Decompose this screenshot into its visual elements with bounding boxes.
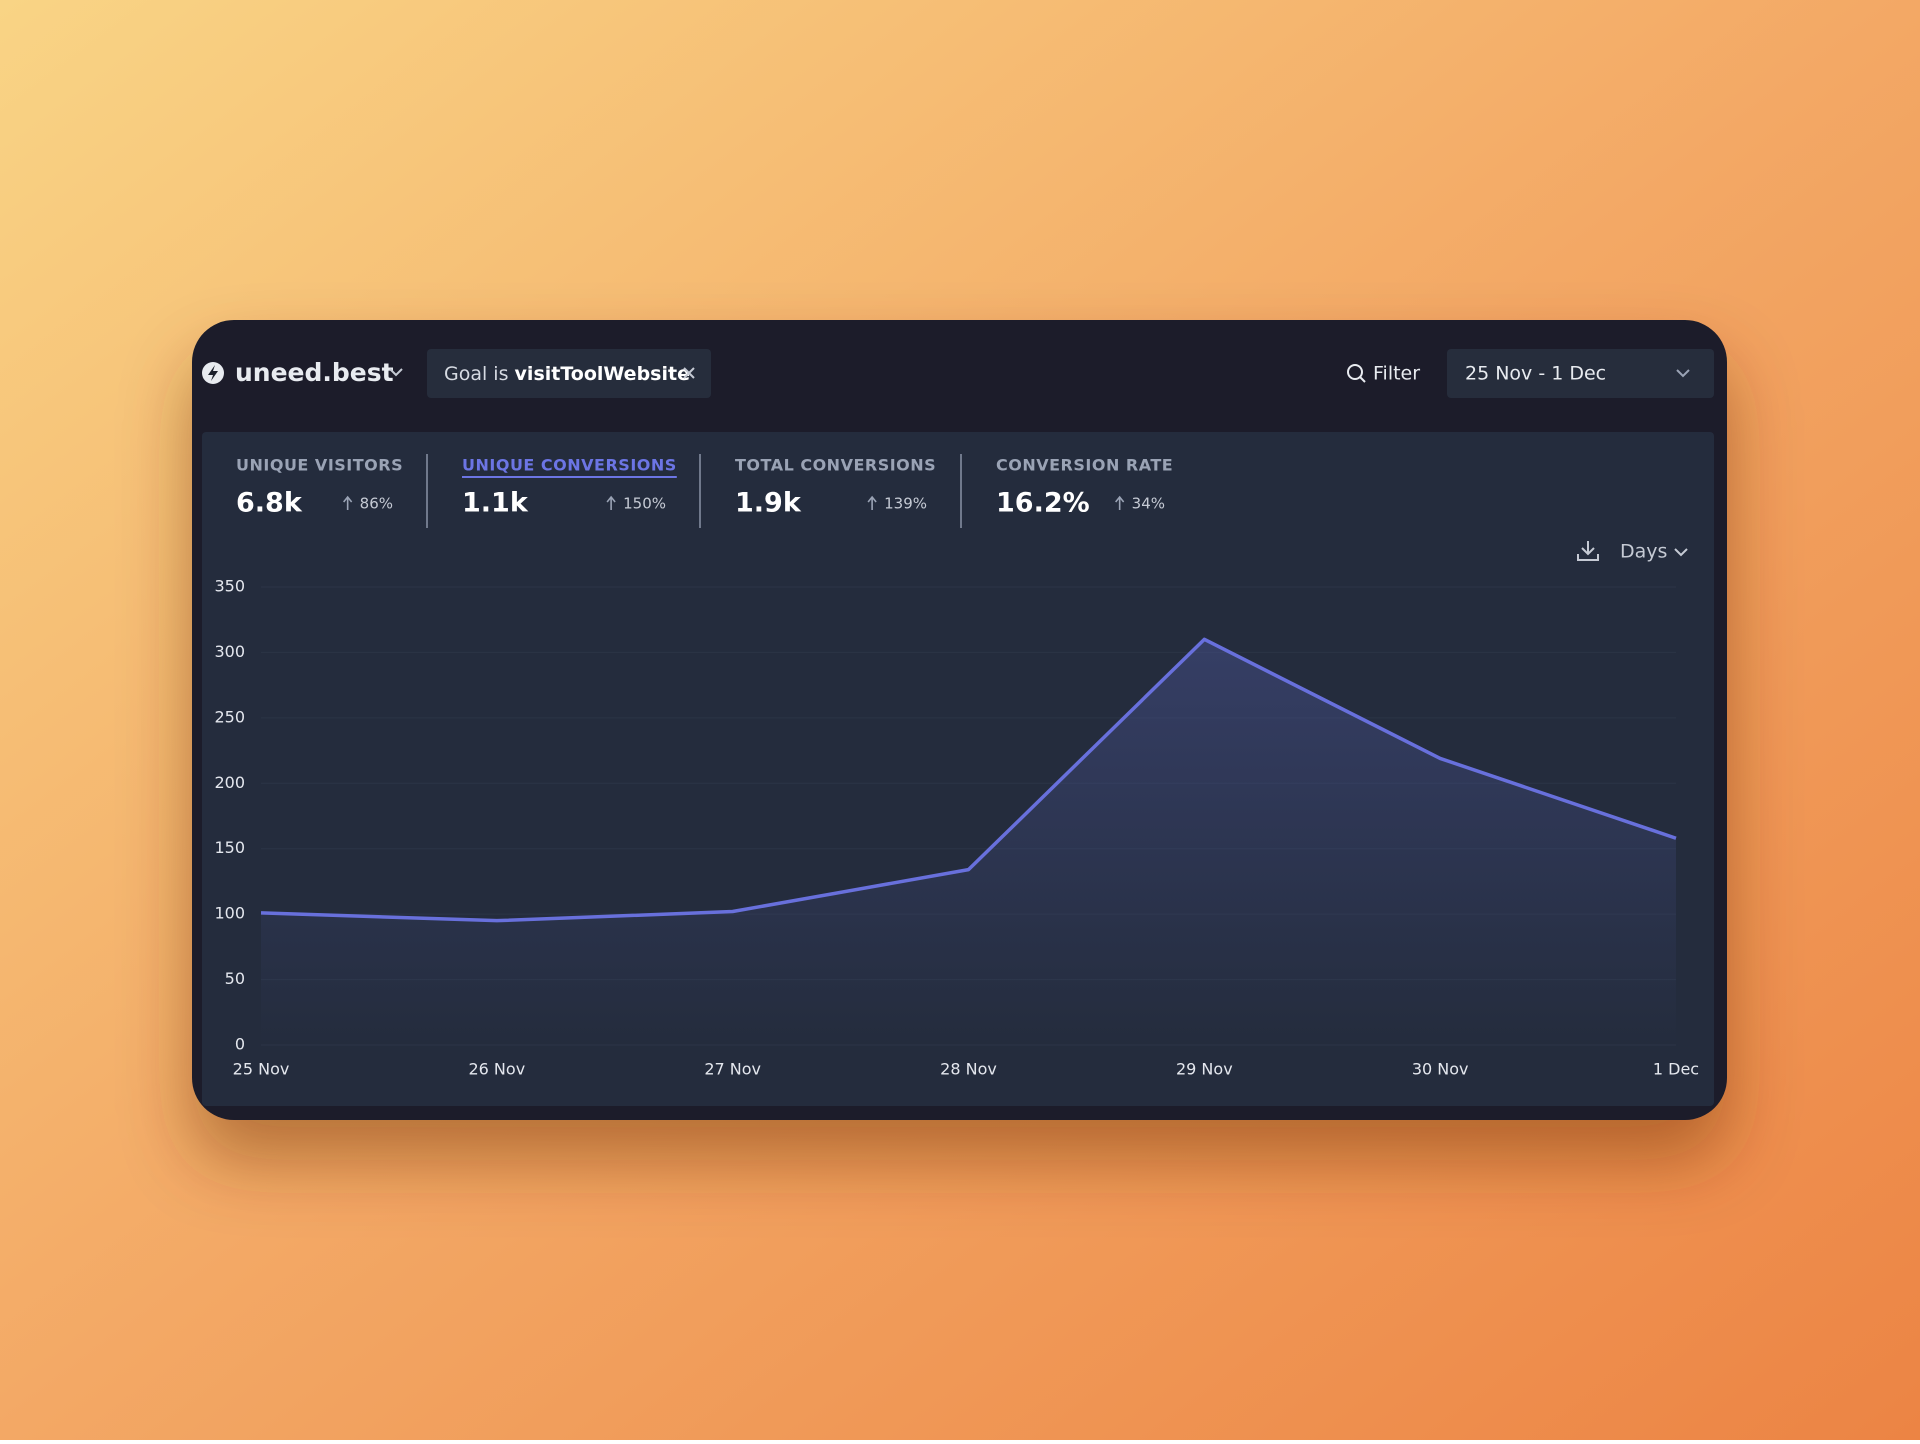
change-arrow — [867, 495, 877, 510]
change-arrow — [1115, 495, 1125, 510]
y-tick-label: 200 — [214, 773, 245, 792]
metric-value: 16.2% — [996, 488, 1090, 519]
search-icon-handle — [1359, 376, 1366, 383]
metric-change: 34% — [1132, 495, 1165, 513]
search-icon[interactable] — [1347, 364, 1363, 380]
y-tick-label: 0 — [235, 1035, 245, 1054]
goal-text: Goal is visitToolWebsite — [444, 363, 690, 385]
y-tick-label: 50 — [225, 969, 245, 988]
x-tick-label: 25 Nov — [233, 1060, 290, 1079]
logo-bolt — [208, 365, 218, 381]
download-icon[interactable] — [1577, 541, 1599, 561]
interval-chevron — [1674, 548, 1688, 557]
y-tick-label: 150 — [214, 838, 245, 857]
site-chevron[interactable] — [389, 368, 403, 377]
x-tick-label: 26 Nov — [468, 1060, 525, 1079]
metric-label[interactable]: UNIQUE VISITORS — [236, 456, 403, 475]
change-arrow — [606, 495, 616, 510]
x-tick-label: 27 Nov — [704, 1060, 761, 1079]
metric-label[interactable]: UNIQUE CONVERSIONS — [462, 456, 677, 475]
metric-value: 1.1k — [462, 488, 529, 519]
metric-label[interactable]: TOTAL CONVERSIONS — [735, 456, 936, 475]
metric-change: 86% — [360, 495, 393, 513]
x-tick-label: 30 Nov — [1412, 1060, 1469, 1079]
y-tick-label: 350 — [214, 577, 245, 596]
goal-prefix: Goal is — [444, 363, 509, 385]
y-tick-label: 300 — [214, 642, 245, 661]
date-picker[interactable] — [1447, 349, 1714, 398]
metric-value: 1.9k — [735, 488, 802, 519]
site-name[interactable]: uneed.best — [235, 358, 394, 387]
interval-select[interactable]: Days — [1620, 541, 1667, 563]
metric-value: 6.8k — [236, 488, 303, 519]
y-tick-label: 100 — [214, 904, 245, 923]
metric-change: 139% — [884, 495, 927, 513]
y-tick-label: 250 — [214, 707, 245, 726]
goal-pill[interactable] — [427, 349, 711, 398]
date-chevron — [1676, 369, 1690, 378]
data-line — [260, 637, 1677, 923]
area-fill — [261, 639, 1676, 1045]
metric-change: 150% — [623, 495, 666, 513]
filter-button[interactable]: Filter — [1373, 363, 1420, 385]
metric-label[interactable]: CONVERSION RATE — [996, 456, 1173, 475]
goal-name: visitToolWebsite — [515, 363, 690, 385]
date-range: 25 Nov - 1 Dec — [1465, 363, 1606, 385]
x-tick-label: 28 Nov — [940, 1060, 997, 1079]
x-tick-label: 29 Nov — [1176, 1060, 1233, 1079]
change-arrow — [343, 495, 353, 510]
x-tick-label: 1 Dec — [1653, 1060, 1699, 1079]
goal-remove[interactable] — [683, 367, 695, 379]
